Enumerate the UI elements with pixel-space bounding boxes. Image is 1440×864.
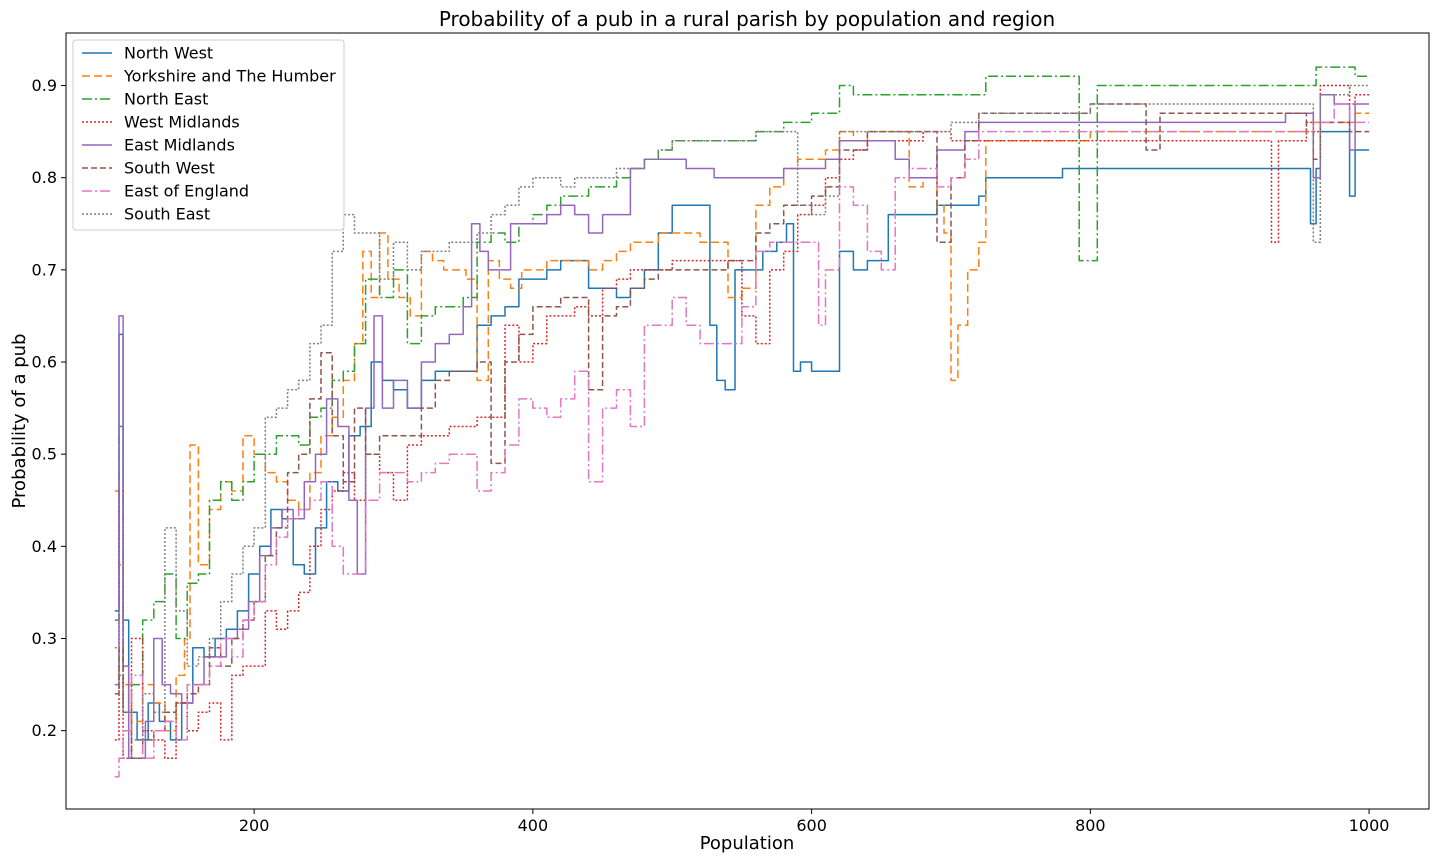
x-axis-label: Population (700, 833, 795, 854)
y-tick-label: 0.9 (32, 76, 57, 95)
legend-label: Yorkshire and The Humber (123, 67, 336, 86)
legend-label: East of England (124, 182, 249, 201)
y-tick-label: 0.2 (32, 721, 57, 740)
x-tick-label: 200 (239, 816, 270, 835)
y-tick-label: 0.3 (32, 629, 57, 648)
legend-label: South East (124, 205, 210, 224)
legend-label: West Midlands (124, 113, 240, 132)
x-tick-label: 1000 (1349, 816, 1390, 835)
y-tick-label: 0.7 (32, 260, 57, 279)
plot-lines (114, 66, 1370, 778)
series-line-east-midlands (114, 93, 1370, 760)
y-axis-ticks: 0.2 0.3 0.4 0.5 0.6 0.7 0.8 0.9 (32, 76, 66, 740)
y-axis-label: Probability of a pub (9, 334, 30, 509)
x-tick-label: 800 (1075, 816, 1106, 835)
y-tick-label: 0.6 (32, 353, 57, 372)
legend-label: North East (124, 90, 208, 109)
x-axis-ticks: 200 400 600 800 1000 (239, 809, 1390, 835)
legend-label: South West (124, 159, 215, 178)
y-tick-label: 0.5 (32, 445, 57, 464)
legend-label: East Midlands (124, 136, 235, 155)
plot-frame (65, 32, 1430, 810)
x-tick-label: 400 (518, 816, 549, 835)
legend-box (72, 39, 345, 231)
legend-label: North West (124, 44, 213, 63)
legend: North West Yorkshire and The Humber North … (72, 39, 345, 231)
x-tick-label: 600 (796, 816, 827, 835)
series-line-east-of-england (114, 103, 1370, 778)
y-tick-label: 0.4 (32, 537, 57, 556)
chart-title: Probability of a pub in a rural parish b… (439, 7, 1055, 31)
y-tick-label: 0.8 (32, 168, 57, 187)
